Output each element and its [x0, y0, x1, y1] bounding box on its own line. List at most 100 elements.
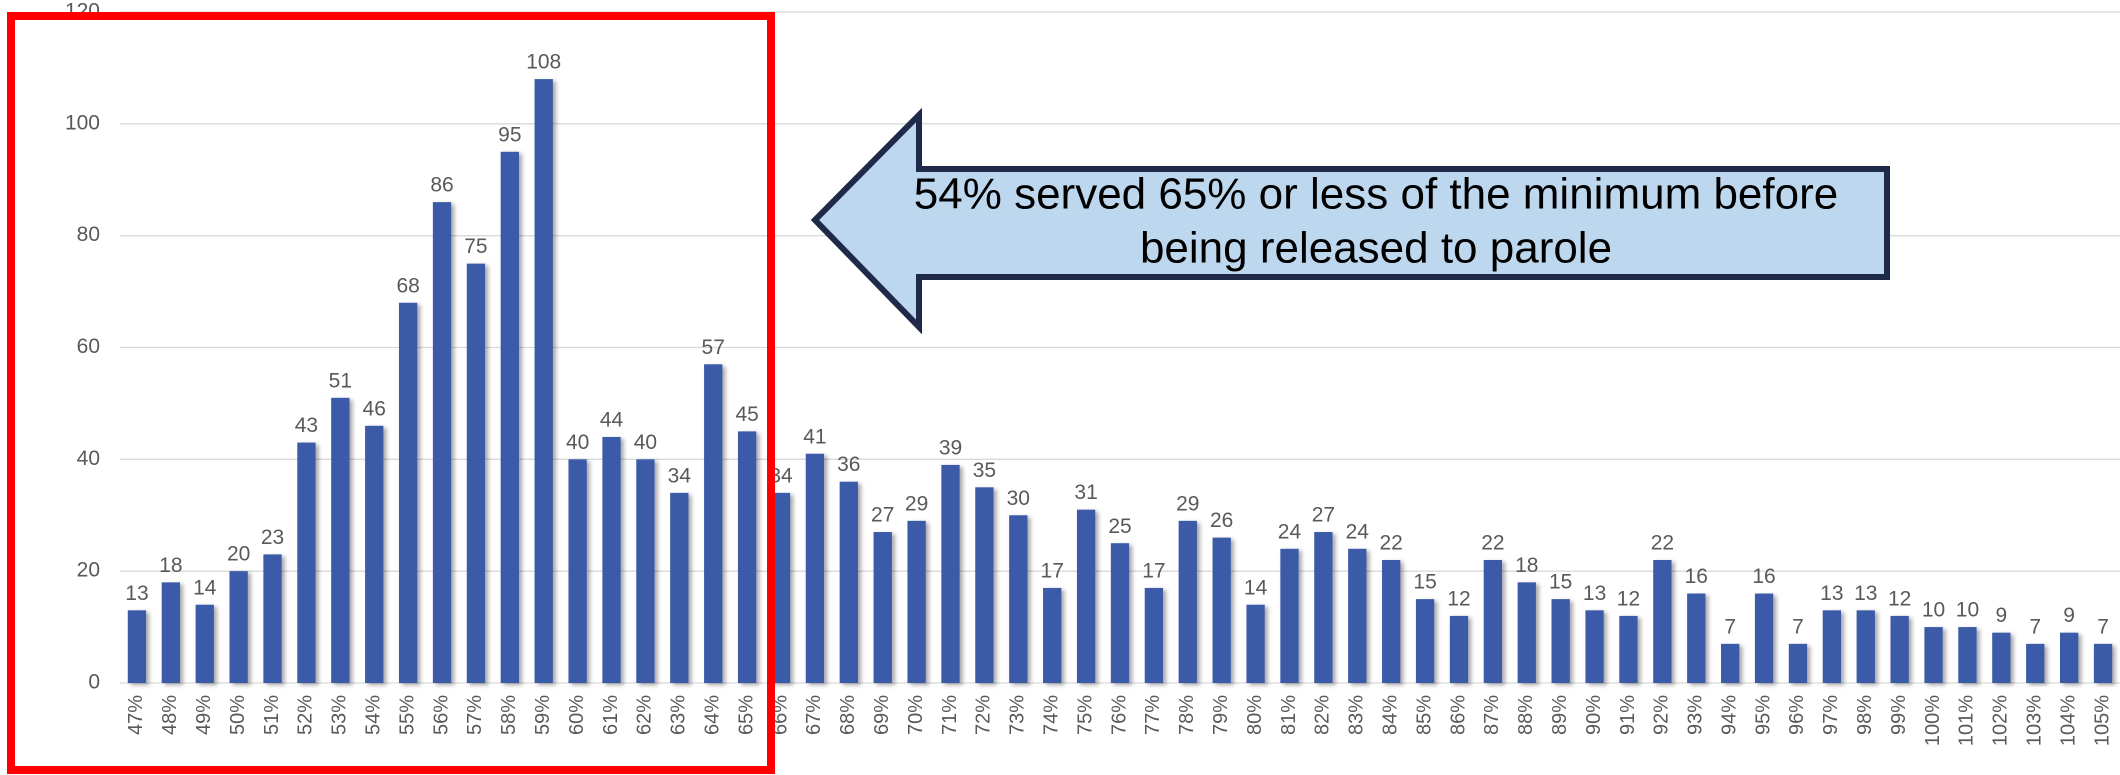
bar [1178, 520, 1197, 683]
bar [1009, 515, 1028, 683]
value-label: 18 [1515, 554, 1538, 577]
value-label: 13 [125, 582, 148, 605]
value-label: 24 [1278, 520, 1302, 543]
x-tick-label: 100% [1922, 695, 1944, 746]
value-label: 7 [2029, 615, 2041, 638]
bar [195, 604, 214, 683]
bar [1619, 615, 1638, 683]
x-tick-label: 56% [430, 695, 452, 735]
bar [1449, 615, 1469, 683]
y-tick-label: 60 [77, 335, 100, 358]
value-label: 57 [702, 336, 725, 359]
value-label: 43 [295, 414, 318, 437]
value-label: 31 [1074, 481, 1097, 504]
bar [1212, 537, 1231, 683]
bar [127, 610, 147, 683]
value-label: 51 [329, 369, 352, 392]
value-label: 9 [1996, 604, 2008, 627]
x-tick-label: 101% [1956, 695, 1978, 746]
bar [2026, 643, 2045, 683]
value-label: 40 [634, 431, 657, 454]
value-label: 12 [1888, 587, 1911, 610]
x-tick-label: 71% [939, 695, 961, 735]
bar [670, 492, 689, 683]
x-tick-label: 65% [735, 695, 757, 735]
value-label: 34 [668, 464, 692, 487]
bar [1924, 627, 1943, 683]
bar [1314, 532, 1333, 683]
value-label: 27 [1312, 504, 1335, 527]
bar [1144, 587, 1164, 683]
x-tick-label: 50% [227, 695, 249, 735]
x-tick-label: 72% [973, 695, 995, 735]
bar [1348, 548, 1367, 683]
x-tick-label: 104% [2057, 695, 2079, 746]
x-tick-label: 70% [905, 695, 927, 735]
highlight-box [7, 12, 775, 774]
value-label: 17 [1142, 559, 1165, 582]
bar [737, 431, 757, 683]
bar [297, 442, 316, 683]
value-label: 23 [261, 526, 284, 549]
value-label: 46 [363, 397, 386, 420]
x-tick-label: 48% [159, 695, 181, 735]
value-label: 12 [1617, 587, 1640, 610]
x-tick-label: 55% [396, 695, 418, 735]
bar [839, 481, 858, 683]
x-tick-label: 99% [1888, 695, 1910, 735]
bar [1246, 604, 1265, 683]
value-label: 13 [1820, 582, 1843, 605]
value-label: 27 [871, 504, 894, 527]
value-label: 30 [1007, 487, 1030, 510]
x-tick-label: 76% [1108, 695, 1130, 735]
value-label: 86 [430, 174, 453, 197]
bar [1958, 627, 1977, 683]
value-label: 13 [1583, 582, 1606, 605]
bar [161, 582, 180, 683]
value-label: 15 [1549, 571, 1572, 594]
bar [1856, 610, 1875, 683]
y-tick-label: 80 [77, 223, 100, 246]
y-tick-label: 20 [77, 559, 100, 582]
value-label: 75 [464, 235, 487, 258]
bar [873, 532, 892, 683]
bar [1754, 593, 1774, 683]
x-tick-label: 61% [600, 695, 622, 735]
bar [907, 520, 926, 683]
bar [771, 492, 791, 683]
bar [229, 571, 248, 683]
x-tick-label: 53% [329, 695, 351, 735]
x-tick-label: 92% [1651, 695, 1673, 735]
y-tick-label: 100 [65, 111, 100, 134]
value-label: 10 [1956, 599, 1979, 622]
x-tick-label: 51% [261, 695, 283, 735]
x-tick-label: 60% [566, 695, 588, 735]
x-tick-label: 91% [1617, 695, 1639, 735]
value-label: 35 [973, 459, 996, 482]
x-tick-label: 98% [1854, 695, 1876, 735]
x-tick-label: 63% [668, 695, 690, 735]
bar [1043, 587, 1062, 683]
bar [975, 487, 994, 683]
x-tick-label: 57% [464, 695, 486, 735]
x-tick-label: 68% [837, 695, 859, 735]
x-tick-label: 80% [1244, 695, 1266, 735]
value-label: 13 [1854, 582, 1877, 605]
value-label: 41 [803, 425, 826, 448]
bar [432, 202, 452, 683]
x-tick-label: 78% [1176, 695, 1198, 735]
value-label: 29 [905, 492, 928, 515]
bar [1721, 643, 1740, 683]
x-tick-label: 103% [2024, 695, 2046, 746]
bar [365, 425, 384, 683]
value-label: 15 [1413, 571, 1436, 594]
x-tick-label: 85% [1413, 695, 1435, 735]
value-label: 22 [1380, 532, 1403, 555]
value-label: 25 [1108, 515, 1131, 538]
y-tick-label: 40 [77, 447, 100, 470]
annotation: 54% served 65% or less of the minimum be… [914, 170, 1838, 219]
x-tick-label: 58% [498, 695, 520, 735]
bar [636, 459, 655, 683]
x-tick-label: 90% [1583, 695, 1605, 735]
bar [1280, 548, 1299, 683]
